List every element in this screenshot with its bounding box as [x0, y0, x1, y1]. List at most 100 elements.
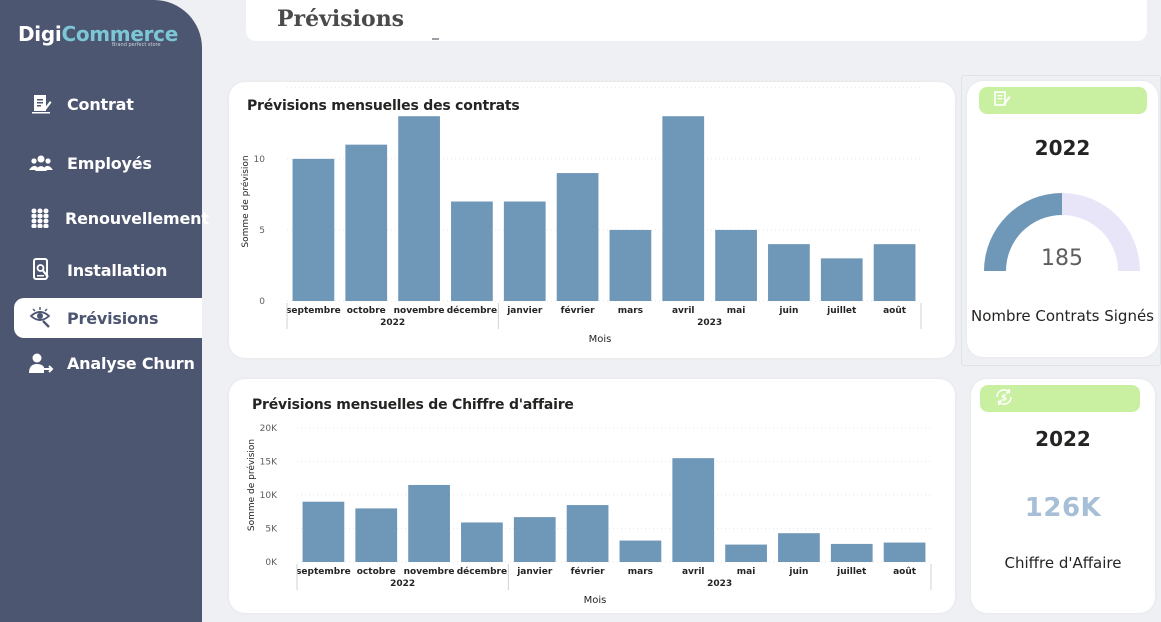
gauge-filled-arc	[984, 193, 1062, 271]
revenue-category-label: janvier	[516, 567, 553, 577]
revenue-category-label: février	[571, 566, 606, 577]
contracts-ytick-label: 0	[259, 297, 265, 307]
revenue-bar[interactable]	[619, 540, 662, 562]
sidebar-item-analyse-churn[interactable]: Analyse Churn	[14, 343, 202, 383]
contracts-bar[interactable]	[609, 229, 652, 301]
kpi-contracts-card: 2022 185 Nombre Contrats Signés	[967, 81, 1158, 357]
kpi-revenue-header: $	[980, 385, 1140, 412]
contracts-bar[interactable]	[345, 144, 388, 301]
revenue-category-label: mai	[737, 567, 756, 577]
contract-icon	[28, 91, 54, 117]
revenue-category-label: novembre	[404, 567, 455, 577]
sidebar-item-label: Analyse Churn	[67, 353, 195, 373]
revenue-ytick-label: 15K	[260, 458, 278, 468]
employees-icon	[28, 150, 54, 176]
group-icon	[28, 205, 52, 231]
contracts-bar[interactable]	[662, 116, 705, 301]
revenue-category-label: décembre	[457, 566, 507, 577]
contracts-yaxis-title: Somme de prévision	[240, 155, 251, 247]
contracts-bar[interactable]	[556, 173, 599, 301]
sidebar-item-employes[interactable]: Employés	[14, 143, 202, 183]
kpi-revenue-card: $ 2022 126K Chiffre d'Affaire	[971, 379, 1155, 613]
kpi-revenue-year: 2022	[1035, 427, 1091, 451]
contracts-category-label: août	[883, 306, 907, 316]
user-churn-icon	[28, 350, 54, 376]
revenue-category-label: septembre	[296, 567, 351, 577]
contracts-gauge: 185	[984, 193, 1140, 271]
revenue-forecast-chart: 0K 5K 10K 15K 20K septembre octobre novembre déc…	[246, 424, 932, 606]
revenue-bar[interactable]	[725, 544, 767, 562]
sidebar-item-renouvellement[interactable]: Renouvellement	[14, 198, 209, 238]
contracts-category-label: novembre	[394, 306, 445, 316]
revenue-category-label: avril	[682, 567, 705, 577]
revenue-xaxis-title: Mois	[584, 595, 607, 606]
revenue-bar[interactable]	[830, 543, 873, 562]
header-divider	[432, 38, 439, 40]
sidebar-item-label: Renouvellement	[65, 208, 209, 228]
revenue-category-label: juillet	[836, 567, 867, 577]
sidebar-item-contrat[interactable]: Contrat	[14, 84, 202, 124]
revenue-year-label: 2023	[707, 579, 732, 589]
contracts-category-label: avril	[672, 306, 695, 316]
kpi-contracts-value: 185	[1041, 246, 1083, 271]
sidebar-item-label: Installation	[67, 260, 168, 280]
revenue-chart-title: Prévisions mensuelles de Chiffre d'affai…	[252, 397, 574, 413]
contracts-ytick-label: 10	[254, 155, 266, 165]
revenue-category-label: juin	[788, 567, 808, 577]
contracts-forecast-chart: 0 5 10 septembre octobre novembre décembre janv…	[240, 87, 922, 345]
contracts-bar[interactable]	[451, 201, 493, 302]
revenue-bar[interactable]	[778, 533, 820, 562]
contracts-forecast-card: Prévisions mensuelles des contrats 0 5 10 s…	[229, 82, 955, 358]
contracts-bar[interactable]	[768, 244, 810, 301]
contracts-xaxis-title: Mois	[589, 334, 612, 345]
installation-icon	[28, 257, 54, 283]
kpi-contracts-label: Nombre Contrats Signés	[971, 307, 1154, 325]
contracts-bar[interactable]	[503, 201, 546, 302]
revenue-ytick-label: 10K	[260, 491, 278, 501]
sidebar: DigiCommerce Brand perfect store Contrat…	[0, 0, 209, 622]
sidebar-item-installation[interactable]: Installation	[14, 250, 202, 290]
revenue-bar[interactable]	[513, 517, 556, 562]
contracts-bar[interactable]	[820, 258, 863, 301]
sidebar-item-previsions[interactable]: Prévisions	[14, 298, 202, 338]
revenue-bar[interactable]	[883, 542, 926, 562]
revenue-year-label: 2022	[390, 579, 415, 589]
contracts-year-label: 2023	[697, 318, 722, 328]
kpi-revenue-label: Chiffre d'Affaire	[1004, 554, 1122, 572]
contracts-bar[interactable]	[292, 158, 335, 301]
forecast-eye-icon	[28, 305, 54, 331]
sidebar-item-label: Contrat	[67, 94, 134, 114]
revenue-bar[interactable]	[566, 505, 609, 562]
page-title: Prévisions	[277, 6, 405, 32]
revenue-category-label: mars	[628, 567, 653, 577]
revenue-ytick-label: 20K	[260, 424, 278, 434]
contracts-bar[interactable]	[873, 244, 916, 301]
gauge-remaining-arc	[1062, 193, 1140, 271]
money-cycle-icon: $	[994, 387, 1014, 411]
revenue-category-label: août	[893, 567, 917, 577]
contracts-ytick-label: 5	[259, 226, 265, 236]
contracts-category-label: mars	[618, 306, 643, 316]
svg-text:$: $	[1001, 393, 1007, 403]
revenue-bar[interactable]	[302, 501, 345, 562]
contracts-category-label: juin	[778, 306, 798, 316]
contracts-category-label: février	[561, 305, 596, 316]
sidebar-item-label: Prévisions	[67, 308, 159, 328]
revenue-bar[interactable]	[461, 522, 503, 562]
revenue-bar[interactable]	[408, 484, 450, 562]
contracts-bar[interactable]	[398, 116, 440, 301]
revenue-bar[interactable]	[355, 508, 398, 562]
digicommerce-logo: DigiCommerce Brand perfect store	[18, 22, 188, 52]
logo-tagline: Brand perfect store	[112, 42, 161, 48]
page-header: Prévisions	[246, 0, 1147, 41]
contracts-category-label: décembre	[447, 305, 497, 316]
contracts-year-label: 2022	[380, 318, 405, 328]
contracts-bar[interactable]	[715, 229, 757, 301]
revenue-ytick-label: 0K	[265, 558, 278, 568]
revenue-bar[interactable]	[672, 458, 715, 562]
document-edit-icon	[993, 90, 1011, 112]
contracts-category-label: mai	[727, 306, 746, 316]
logo-brand-digi: Digi	[18, 22, 62, 46]
revenue-yaxis-title: Somme de prévision	[246, 439, 257, 531]
logo-brand-commerce: Commerce	[61, 22, 178, 46]
